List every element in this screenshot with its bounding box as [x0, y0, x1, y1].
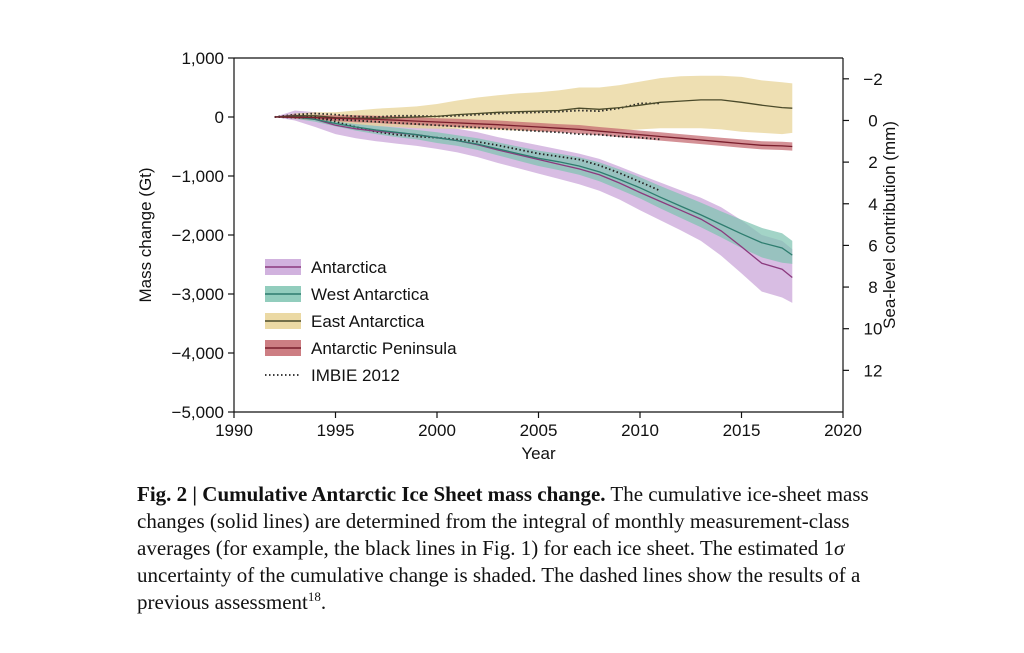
legend-label: IMBIE 2012 — [311, 366, 400, 385]
y-tick-label: 1,000 — [181, 49, 224, 68]
imbie-2012-line-3 — [274, 114, 661, 192]
y-tick-label: −4,000 — [172, 344, 224, 363]
caption-sigma: σ — [834, 536, 845, 560]
y2-tick-label: −2 — [863, 70, 882, 89]
x-tick-label: 2000 — [418, 421, 456, 440]
y-tick-label: −3,000 — [172, 285, 224, 304]
y-tick-label: 0 — [215, 108, 224, 127]
y2-tick-label: 4 — [868, 195, 877, 214]
legend-label: East Antarctica — [311, 312, 425, 331]
y2-tick-label: 12 — [864, 361, 883, 380]
series-line-antarctic-peninsula — [274, 116, 793, 148]
caption-text: The cumulative ice-sheet mass changes (s… — [137, 482, 869, 560]
uncertainty-band-antarctic-peninsula — [274, 115, 793, 151]
imbie-2012-line-1 — [274, 102, 661, 118]
caption-text-2: uncertainty of the cumulative change is … — [137, 563, 861, 614]
series-line-antarctica — [274, 114, 793, 279]
x-tick-label: 1995 — [317, 421, 355, 440]
x-tick-label: 1990 — [215, 421, 253, 440]
caption-label: Fig. 2 | Cumulative Antarctic Ice Sheet … — [137, 482, 606, 506]
legend-label: Antarctica — [311, 258, 387, 277]
caption-reference: 18 — [307, 589, 321, 604]
figure-caption: Fig. 2 | Cumulative Antarctic Ice Sheet … — [137, 481, 897, 616]
x-tick-label: 2015 — [723, 421, 761, 440]
series-line-west-antarctica — [274, 116, 793, 256]
y-axis-title: Mass change (Gt) — [136, 167, 155, 302]
figure: 1990 1995 2000 2005 2010 2015 2020 1,000 0 −1,000… — [136, 49, 899, 460]
x-tick-label: 2010 — [621, 421, 659, 440]
y2-tick-label: 10 — [864, 320, 883, 339]
x-axis-title: Year — [521, 444, 556, 460]
y-tick-label: −5,000 — [172, 403, 224, 422]
y-tick-label: −2,000 — [172, 226, 224, 245]
y2-tick-label: 0 — [868, 111, 877, 130]
legend-label: West Antarctica — [311, 285, 429, 304]
y2-tick-label: 8 — [868, 278, 877, 297]
imbie-2012-line-2 — [274, 116, 661, 141]
caption-end: . — [320, 590, 327, 614]
x-tick-label: 2005 — [520, 421, 558, 440]
chart: 1990 1995 2000 2005 2010 2015 20201,0000−1,000… — [136, 49, 899, 460]
y2-tick-label: 2 — [868, 153, 877, 172]
series-line-east-antarctica — [274, 99, 793, 119]
y-tick-label: −1,000 — [172, 167, 224, 186]
y2-axis-title: Sea-level contribution (mm) — [880, 121, 899, 329]
x-tick-label: 2020 — [824, 421, 862, 440]
legend-label: Antarctic Peninsula — [311, 339, 457, 358]
y2-tick-label: 6 — [868, 236, 877, 255]
